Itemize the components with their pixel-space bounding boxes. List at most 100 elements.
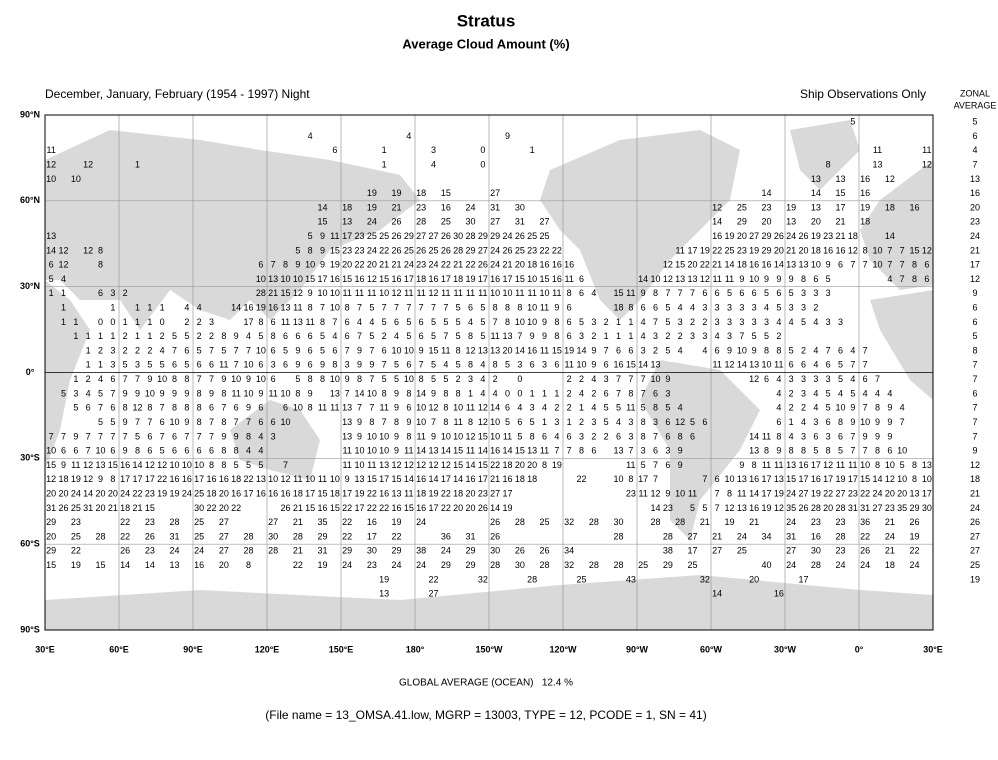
cell-value: 29	[46, 546, 56, 556]
cell-value: 11	[404, 288, 413, 298]
cell-value: 0	[517, 374, 522, 384]
cell-value: 6	[283, 403, 288, 413]
lat-label: 90°S	[20, 624, 40, 634]
zonal-average: 7	[972, 374, 977, 384]
lat-label: 0°	[26, 367, 35, 377]
cell-value: 6	[271, 317, 276, 327]
cell-value: 1	[579, 403, 584, 413]
zonal-average: 5	[972, 331, 977, 341]
cell-value: 3	[727, 317, 732, 327]
cell-value: 9	[727, 345, 732, 355]
cell-value: 7	[887, 260, 892, 270]
cell-value: 11	[71, 460, 80, 470]
cell-value: 15	[786, 474, 796, 484]
cell-value: 0	[480, 159, 485, 169]
cell-value: 14	[638, 274, 648, 284]
cell-value: 6	[258, 403, 263, 413]
cell-value: 18	[231, 474, 241, 484]
cell-value: 2	[813, 303, 818, 313]
cell-value: 11	[404, 488, 413, 498]
cell-value: 7	[419, 303, 424, 313]
cell-value: 7	[665, 288, 670, 298]
cell-value: 6	[184, 446, 189, 456]
cell-value: 3	[135, 360, 140, 370]
cell-value: 22	[342, 531, 352, 541]
cell-value: 2	[665, 331, 670, 341]
cell-value: 14	[761, 188, 771, 198]
cell-value: 6	[98, 288, 103, 298]
cell-value: 7	[234, 417, 239, 427]
cell-value: 10	[811, 260, 821, 270]
cell-value: 32	[700, 574, 710, 584]
lat-label: 30°S	[20, 453, 40, 463]
cell-value: 5	[505, 360, 510, 370]
cell-value: 4	[493, 388, 498, 398]
cell-value: 5	[826, 388, 831, 398]
cell-value: 29	[441, 560, 451, 570]
cell-value: 10	[650, 274, 660, 284]
cell-value: 28	[256, 288, 266, 298]
cell-value: 32	[478, 574, 488, 584]
cell-value: 19	[835, 474, 845, 484]
cell-value: 7	[850, 360, 855, 370]
cell-value: 6	[258, 417, 263, 427]
cell-value: 21	[502, 260, 512, 270]
cell-value: 9	[209, 388, 214, 398]
cell-value: 3	[209, 317, 214, 327]
cell-value: 7	[394, 303, 399, 313]
cell-value: 17	[441, 274, 451, 284]
cell-value: 20	[465, 503, 475, 513]
cell-value: 13	[835, 174, 845, 184]
cell-value: 10	[539, 288, 549, 298]
cell-value: 8	[752, 460, 757, 470]
cell-value: 25	[687, 560, 697, 570]
cell-value: 11	[416, 288, 425, 298]
cell-value: 26	[798, 231, 808, 241]
cell-value: 2	[197, 331, 202, 341]
cell-value: 2	[554, 403, 559, 413]
cell-value: 5	[320, 331, 325, 341]
cell-value: 8	[443, 388, 448, 398]
cell-value: 8	[283, 260, 288, 270]
cell-value: 26	[490, 531, 500, 541]
cell-value: 13	[428, 446, 438, 456]
cell-value: 23	[626, 488, 636, 498]
subtitle: Average Cloud Amount (%)	[402, 36, 569, 51]
cell-value: 5	[530, 417, 535, 427]
cell-value: 15	[317, 488, 327, 498]
cell-value: 24	[416, 560, 426, 570]
cell-value: 10	[268, 474, 278, 484]
zonal-average: 8	[972, 345, 977, 355]
cell-value: 5	[813, 446, 818, 456]
cell-value: 18	[453, 274, 463, 284]
cell-value: 21	[391, 202, 401, 212]
cell-value: 18	[453, 488, 463, 498]
cell-value: 28	[835, 531, 845, 541]
cell-value: 6	[530, 360, 535, 370]
cell-value: 22	[860, 531, 870, 541]
cell-value: 36	[860, 517, 870, 527]
cell-value: 10	[860, 460, 870, 470]
cell-value: 7	[382, 417, 387, 427]
cell-value: 30	[613, 517, 623, 527]
cell-value: 8	[345, 303, 350, 313]
cell-value: 26	[280, 503, 290, 513]
cell-value: 2	[86, 374, 91, 384]
cell-value: 24	[786, 488, 796, 498]
cell-value: 8	[776, 345, 781, 355]
cell-value: 5	[641, 403, 646, 413]
cell-value: 12	[922, 159, 932, 169]
cell-value: 24	[416, 517, 426, 527]
cell-value: 12	[416, 460, 426, 470]
cell-value: 16	[391, 274, 401, 284]
cell-value: 9	[320, 260, 325, 270]
cell-value: 4	[86, 388, 91, 398]
cell-value: 13	[490, 345, 500, 355]
zonal-average: 7	[972, 360, 977, 370]
cell-value: 16	[798, 460, 808, 470]
cell-value: 27	[416, 231, 426, 241]
cell-value: 7	[641, 374, 646, 384]
cell-value: 8	[628, 303, 633, 313]
cell-value: 21	[490, 474, 500, 484]
cell-value: 9	[641, 288, 646, 298]
